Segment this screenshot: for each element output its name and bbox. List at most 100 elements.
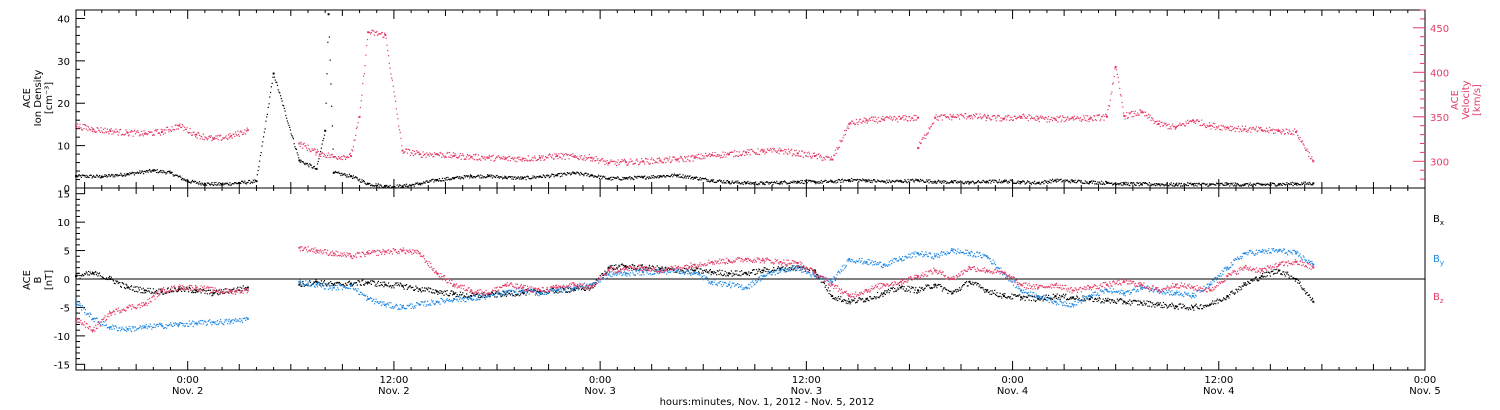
velocity-fill: [945, 117, 947, 119]
velocity-fill: [580, 157, 582, 159]
by-fill: [109, 328, 111, 330]
bx-fill: [143, 292, 145, 294]
velocity-fill: [862, 120, 865, 122]
ion-density-fill: [987, 182, 990, 184]
bx-fill: [1262, 276, 1265, 278]
velocity-fill: [183, 129, 185, 132]
ion-density-fill: [1121, 181, 1123, 184]
velocity-fill: [901, 117, 903, 119]
velocity-fill: [923, 134, 925, 136]
velocity-fill: [839, 139, 841, 142]
velocity-fill: [1176, 125, 1179, 127]
bx-fill: [466, 296, 469, 298]
ion-density-fill: [1304, 181, 1307, 183]
bx-fill: [228, 288, 230, 291]
by-point: [813, 275, 816, 278]
bx-fill: [662, 267, 664, 269]
bx-fill: [729, 273, 731, 275]
velocity-fill: [773, 149, 775, 151]
velocity-fill: [1030, 118, 1032, 120]
ion-density-fill: [1289, 183, 1291, 186]
ion-density-fill: [1168, 185, 1170, 187]
velocity-fill: [601, 157, 604, 160]
ion-density-fill: [1019, 180, 1021, 183]
ion-density-fill: [505, 177, 508, 180]
ion-density-fill: [1282, 182, 1284, 184]
ion-density-fill: [663, 175, 665, 177]
velocity-fill: [940, 114, 942, 116]
bx-fill: [1186, 307, 1188, 309]
ion-density-fill: [1111, 182, 1113, 184]
bx-fill: [238, 289, 240, 292]
ion-density-fill: [904, 179, 906, 181]
velocity-fill: [344, 156, 346, 158]
bx-fill: [765, 270, 767, 273]
ion-density-fill: [467, 175, 469, 177]
bx-fill: [301, 285, 303, 287]
bx-fill: [133, 286, 135, 288]
velocity-fill: [1062, 115, 1064, 117]
bx-fill: [516, 294, 519, 296]
bx-fill: [341, 284, 343, 286]
ion-density-fill: [773, 181, 776, 183]
ion-density-fill: [1281, 184, 1283, 187]
velocity-fill: [598, 159, 601, 162]
bx-fill: [428, 291, 430, 293]
by-fill: [194, 323, 196, 325]
bx-fill: [1260, 278, 1262, 280]
velocity-fill: [175, 124, 177, 126]
ion-density-point: [1260, 183, 1263, 186]
bx-fill: [602, 274, 604, 276]
bx-fill: [957, 290, 959, 292]
ion-density-fill: [727, 182, 729, 184]
bx-fill: [1276, 268, 1278, 270]
ion-density-fill: [747, 180, 749, 183]
ion-density-fill: [669, 175, 672, 178]
ion-density-point: [1071, 180, 1074, 183]
by-fill: [122, 328, 124, 330]
by-fill: [95, 318, 97, 320]
velocity-axis-label: ACE: [1450, 90, 1461, 110]
velocity-fill: [1101, 116, 1104, 118]
ion-density-fill: [1143, 182, 1145, 184]
ion-density-fill: [1018, 182, 1020, 184]
velocity-fill: [390, 73, 392, 75]
velocity-fill: [706, 155, 708, 157]
velocity-fill: [202, 138, 204, 140]
ion-density-fill: [1265, 183, 1268, 186]
bx-fill: [553, 289, 555, 291]
velocity-point: [487, 156, 490, 159]
velocity-fill: [1286, 128, 1288, 130]
velocity-fill: [146, 134, 148, 136]
ion-density-fill: [198, 183, 200, 185]
velocity-fill: [1198, 120, 1200, 123]
bx-fill: [1091, 297, 1093, 299]
bx-fill: [1012, 298, 1014, 300]
bx-fill: [1083, 298, 1086, 300]
velocity-fill: [1306, 148, 1308, 150]
velocity-fill: [736, 151, 738, 153]
ion-density-fill: [1211, 183, 1213, 185]
by-fill: [97, 321, 99, 323]
bx-fill: [91, 273, 93, 275]
velocity-fill: [351, 149, 353, 151]
velocity-fill: [1276, 129, 1278, 131]
bx-fill: [434, 292, 436, 294]
velocity-fill: [113, 130, 115, 132]
bx-fill: [850, 301, 852, 303]
velocity-fill: [1050, 118, 1052, 121]
velocity-fill: [1247, 131, 1249, 133]
ion-density-fill: [719, 180, 722, 182]
velocity-fill: [1234, 130, 1236, 133]
velocity-point: [796, 152, 799, 155]
bx-point: [693, 269, 696, 272]
velocity-fill: [376, 30, 378, 33]
bx-fill: [1135, 300, 1137, 302]
bx-point: [1243, 283, 1246, 286]
velocity-fill: [317, 150, 319, 153]
bx-fill: [202, 288, 205, 290]
ion-density-fill: [1050, 182, 1052, 184]
velocity-fill: [1006, 116, 1008, 118]
by-fill: [142, 327, 144, 329]
ion-density-fill: [279, 95, 282, 97]
